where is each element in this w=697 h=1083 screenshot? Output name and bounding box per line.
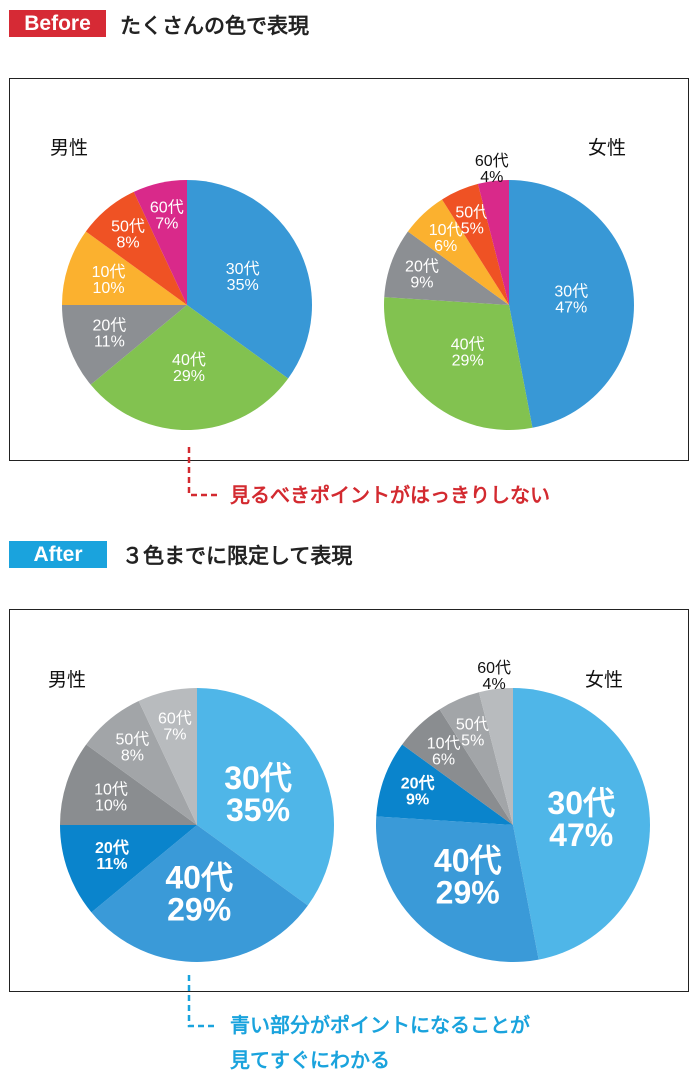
pie-slice-before-0-2 <box>62 305 187 385</box>
after-female-title: 女性 <box>585 669 624 691</box>
after-male-title: 男性 <box>48 669 87 691</box>
after-badge: After <box>9 541 107 568</box>
pie-label-before-1-3: 10代 6% <box>429 221 463 255</box>
after-note-line1: 青い部分がポイントになることが <box>230 1013 530 1037</box>
pie-label-before-0-1: 40代 29% <box>172 351 206 385</box>
pie-label-after-2-5: 60代 7% <box>158 710 192 744</box>
pie-label-before-1-0: 30代 47% <box>554 283 588 317</box>
pie-slice-before-1-0 <box>509 180 635 428</box>
pie-slice-after-2-1 <box>91 825 308 962</box>
pie-slice-after-2-5 <box>138 688 197 825</box>
before-badge: Before <box>9 10 106 37</box>
pie-slice-after-3-4 <box>439 692 513 825</box>
pie-label-before-0-5: 60代 7% <box>150 198 184 232</box>
pie-slice-after-3-5 <box>478 688 513 825</box>
pie-slice-before-1-2 <box>384 231 509 305</box>
pie-slice-before-0-3 <box>62 231 187 305</box>
pie-slice-before-1-5 <box>477 180 509 305</box>
pie-label-before-0-2: 20代 11% <box>92 317 126 351</box>
pie-label-after-3-3: 10代 6% <box>427 735 461 769</box>
pie-label-after-2-4: 50代 8% <box>115 730 149 764</box>
pie-label-after-3-2: 20代 9% <box>401 773 435 808</box>
pie-label-after-3-0: 30代 47% <box>547 785 615 853</box>
pie-label-after-2-2: 20代 11% <box>95 838 129 873</box>
pie-slice-before-0-5 <box>133 180 187 305</box>
before-female-title: 女性 <box>588 137 627 159</box>
pie-label-before-1-4: 50代 5% <box>455 204 489 238</box>
pie-label-after-2-3: 10代 10% <box>94 781 128 815</box>
pie-slice-after-3-0 <box>513 688 651 960</box>
pie-label-before-0-3: 10代 10% <box>92 263 126 297</box>
pie-slice-after-3-1 <box>375 816 539 963</box>
pie-label-before-1-2: 20代 9% <box>405 257 439 291</box>
pie-slice-after-3-3 <box>402 709 513 825</box>
pie-label-after-2-0: 30代 35% <box>224 760 292 828</box>
pie-label-after-2-1: 40代 29% <box>165 860 233 928</box>
after-note-line2: 見てすぐにわかる <box>230 1048 390 1072</box>
pie-slice-after-2-4 <box>86 701 197 825</box>
pie-slice-after-3-2 <box>376 744 513 825</box>
pie-slice-before-1-1 <box>383 297 533 431</box>
pie-label-after-3-4: 50代 5% <box>456 716 490 750</box>
after-heading: ３色までに限定して表現 <box>122 544 353 568</box>
before-chart-box <box>9 78 689 461</box>
pie-slice-after-2-0 <box>197 688 334 906</box>
pie-slice-before-0-0 <box>187 180 313 379</box>
pie-label-before-1-5: 60代 4% <box>475 152 509 186</box>
pie-label-before-1-1: 40代 29% <box>451 335 485 369</box>
pie-slice-after-2-3 <box>60 744 197 825</box>
pie-label-before-0-4: 50代 8% <box>111 217 145 251</box>
before-heading: たくさんの色で表現 <box>120 14 309 38</box>
pie-slice-before-0-1 <box>90 305 289 430</box>
before-callout-line <box>187 447 218 497</box>
pie-slice-before-1-3 <box>407 199 509 305</box>
before-note: 見るべきポイントがはっきりしない <box>230 483 550 507</box>
after-chart-box <box>9 609 689 992</box>
after-callout-line <box>187 975 218 1028</box>
pie-label-after-3-5: 60代 4% <box>477 659 511 693</box>
pie-slice-before-1-4 <box>442 183 509 305</box>
before-male-title: 男性 <box>50 137 89 159</box>
pie-label-before-0-0: 30代 35% <box>226 260 260 294</box>
pie-slice-before-0-4 <box>85 191 187 305</box>
pie-label-after-3-1: 40代 29% <box>434 843 502 911</box>
pie-slice-after-2-2 <box>60 825 197 913</box>
